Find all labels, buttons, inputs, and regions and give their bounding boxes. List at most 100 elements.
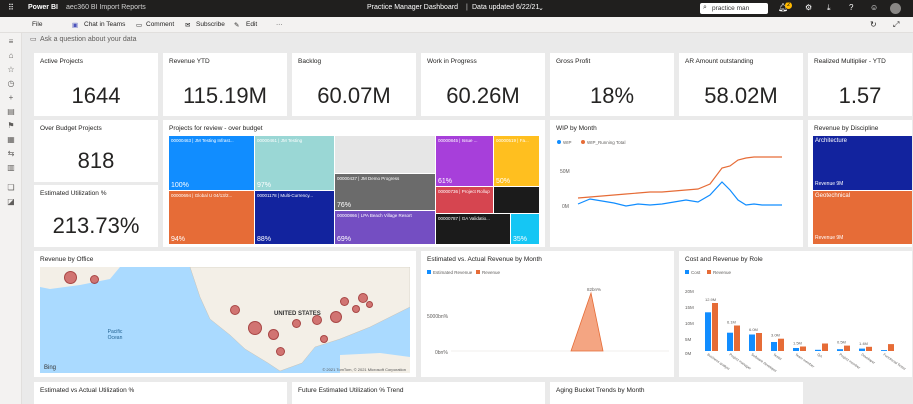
avatar[interactable] — [890, 3, 901, 14]
chat-in-teams-button[interactable]: Chat in Teams — [84, 21, 126, 28]
revenue-bar[interactable] — [712, 303, 718, 351]
cost-bar[interactable] — [815, 349, 821, 351]
discipline-segment[interactable]: Architecture Revenue 9M — [813, 136, 912, 190]
est-vs-actual-revenue-tile[interactable]: Estimated vs. Actual Revenue by Month Es… — [421, 251, 674, 377]
menu-icon[interactable]: ≡ — [8, 37, 14, 46]
wip-chart[interactable]: WIP WIP_Running Total 50M 0M — [550, 120, 803, 247]
map-bubble[interactable] — [366, 301, 373, 308]
revenue-bar[interactable] — [778, 338, 784, 351]
map-bubble[interactable] — [340, 297, 349, 306]
treemap-cell[interactable] — [494, 187, 539, 213]
wip-by-month-tile[interactable]: WIP by Month WIP WIP_Running Total 50M 0… — [550, 120, 803, 247]
treemap-cell[interactable]: 00000461 | JM Testing 97% — [255, 136, 334, 190]
revenue-bar[interactable] — [734, 325, 740, 352]
fullscreen-icon[interactable]: ⤢ — [893, 20, 900, 29]
revenue-bar[interactable] — [866, 346, 872, 351]
treemap-cell[interactable]: 00000866 | LPA Beach Village Resort 69% — [335, 211, 435, 244]
kpi-backlog[interactable]: Backlog 60.07M — [292, 53, 416, 116]
map-bubble[interactable] — [268, 329, 279, 340]
treemap-cell[interactable]: 00000845 | Issue ... 61% — [436, 136, 493, 186]
map-bubble[interactable] — [90, 275, 99, 284]
role-chart[interactable]: Cost Revenue 20M 15M 10M 5M 0M 12.9M Busi… — [679, 251, 912, 377]
chevron-down-icon[interactable]: ⌄ — [538, 5, 544, 12]
apps-icon[interactable]: ▦ — [7, 135, 15, 144]
workspace-name[interactable]: aec360 BI Import Reports — [66, 4, 146, 11]
comment-button[interactable]: Comment — [146, 21, 175, 28]
qa-placeholder[interactable]: Ask a question about your data — [40, 36, 137, 43]
discipline-segment[interactable]: Geotechnical Revenue 9M — [813, 191, 912, 244]
cost-bar[interactable] — [771, 342, 777, 351]
favorites-icon[interactable]: ☆ — [7, 65, 15, 74]
treemap-cell[interactable]: 00000694 | Global U 04/13/2... 94% — [169, 191, 254, 244]
cost-bar[interactable] — [705, 312, 711, 351]
workspace-icon[interactable]: ◪ — [7, 197, 15, 206]
revenue-by-office-tile[interactable]: Revenue by Office UNITED STATES Pacific … — [34, 251, 416, 377]
cost-bar[interactable] — [727, 332, 733, 351]
treemap-cell[interactable] — [335, 136, 435, 173]
learn-icon[interactable]: ▥ — [7, 163, 15, 172]
map-bubble[interactable] — [292, 319, 301, 328]
est-actual-chart[interactable]: Estimated Revenue Revenue 5000bn% 0bn% 8… — [421, 251, 674, 377]
download-icon[interactable]: ⤓ — [827, 3, 831, 12]
revenue-bar[interactable] — [844, 345, 850, 351]
kpi-estimated-utilization[interactable]: Estimated Utilization % 213.73% — [34, 185, 158, 247]
help-icon[interactable]: ? — [849, 3, 854, 12]
goals-icon[interactable]: ⚑ — [7, 121, 15, 130]
revenue-bar[interactable] — [888, 344, 894, 351]
app-launcher-icon[interactable]: ⠿ — [8, 3, 14, 12]
treemap-tile[interactable]: Projects for review - over budget 000004… — [163, 120, 545, 247]
treemap-cell[interactable]: 35% — [511, 214, 539, 244]
cost-bar[interactable] — [837, 349, 843, 351]
treemap-cell[interactable]: 00000787 | GA Validatio... — [436, 214, 510, 244]
treemap-cell[interactable]: 00000736 | Project Rollup — [436, 187, 493, 213]
revenue-bar[interactable] — [822, 343, 828, 352]
kpi-active-projects[interactable]: Active Projects 1644 — [34, 53, 158, 116]
map-bubble[interactable] — [320, 335, 328, 343]
kpi-over-budget-projects[interactable]: Over Budget Projects 818 — [34, 120, 158, 182]
map-bubble[interactable] — [352, 305, 360, 313]
bell-icon[interactable]: 🔔︎ — [778, 3, 789, 12]
more-options-button[interactable]: ··· — [276, 21, 283, 28]
search-box[interactable]: ⌕ practice man — [700, 3, 768, 14]
map-bubble[interactable] — [358, 293, 368, 303]
est-vs-actual-utilization-tile[interactable]: Estimated vs Actual Utilization % — [34, 382, 287, 404]
create-icon[interactable]: + — [8, 93, 14, 102]
shared-icon[interactable]: ⇆ — [7, 149, 15, 158]
feedback-icon[interactable]: ☺ — [870, 3, 879, 12]
treemap-cell[interactable]: 00001178 | Multi-Currency... 88% — [255, 191, 334, 244]
map-bubble[interactable] — [230, 305, 240, 315]
data-updated[interactable]: Data updated 6/22/21 — [472, 4, 540, 11]
treemap-cell[interactable]: 00000519 | Fa... 50% — [494, 136, 539, 186]
edit-button[interactable]: Edit — [246, 21, 258, 28]
revenue-bar[interactable] — [756, 333, 762, 351]
map-bubble[interactable] — [312, 315, 322, 325]
search-input[interactable]: practice man — [712, 5, 750, 12]
map-bubble[interactable] — [276, 347, 285, 356]
revenue-bar[interactable] — [800, 346, 806, 352]
map-bubble[interactable] — [330, 311, 342, 323]
cost-revenue-by-role-tile[interactable]: Cost and Revenue by Role Cost Revenue 20… — [679, 251, 912, 377]
settings-icon[interactable]: ⚙ — [805, 3, 813, 12]
cost-bar[interactable] — [793, 348, 799, 351]
future-utilization-trend-tile[interactable]: Future Estimated Utilization % Trend — [292, 382, 545, 404]
treemap-cell[interactable]: 00000437 | JM Demo Progress 76% — [335, 174, 435, 210]
kpi-ar-outstanding[interactable]: AR Amount outstanding 58.02M — [679, 53, 803, 116]
treemap-cell[interactable]: 00000463 | JM Testing Infrast... 100% — [169, 136, 254, 190]
refresh-icon[interactable]: ↻ — [870, 20, 877, 29]
file-menu[interactable]: File — [32, 21, 43, 28]
app-name[interactable]: Power BI — [28, 4, 58, 11]
aging-bucket-trends-tile[interactable]: Aging Bucket Trends by Month — [550, 382, 803, 404]
workspaces-icon[interactable]: ❏ — [7, 183, 15, 192]
map-canvas[interactable]: UNITED STATES Pacific Ocean Bing © 2021 … — [40, 267, 410, 373]
subscribe-button[interactable]: Subscribe — [196, 21, 225, 28]
datasets-icon[interactable]: ▤ — [7, 107, 15, 116]
cost-bar[interactable] — [859, 348, 865, 351]
kpi-realized-multiplier[interactable]: Realized Multiplier - YTD 1.57 — [808, 53, 912, 116]
qa-box[interactable]: ▭ Ask a question about your data — [30, 35, 290, 47]
recent-icon[interactable]: ◷ — [7, 79, 15, 88]
kpi-work-in-progress[interactable]: Work in Progress 60.26M — [421, 53, 545, 116]
revenue-by-discipline-tile[interactable]: Revenue by Discipline Architecture Reven… — [808, 120, 912, 247]
cost-bar[interactable] — [881, 350, 887, 351]
kpi-gross-profit[interactable]: Gross Profit 18% — [550, 53, 674, 116]
home-icon[interactable]: ⌂ — [8, 51, 14, 60]
